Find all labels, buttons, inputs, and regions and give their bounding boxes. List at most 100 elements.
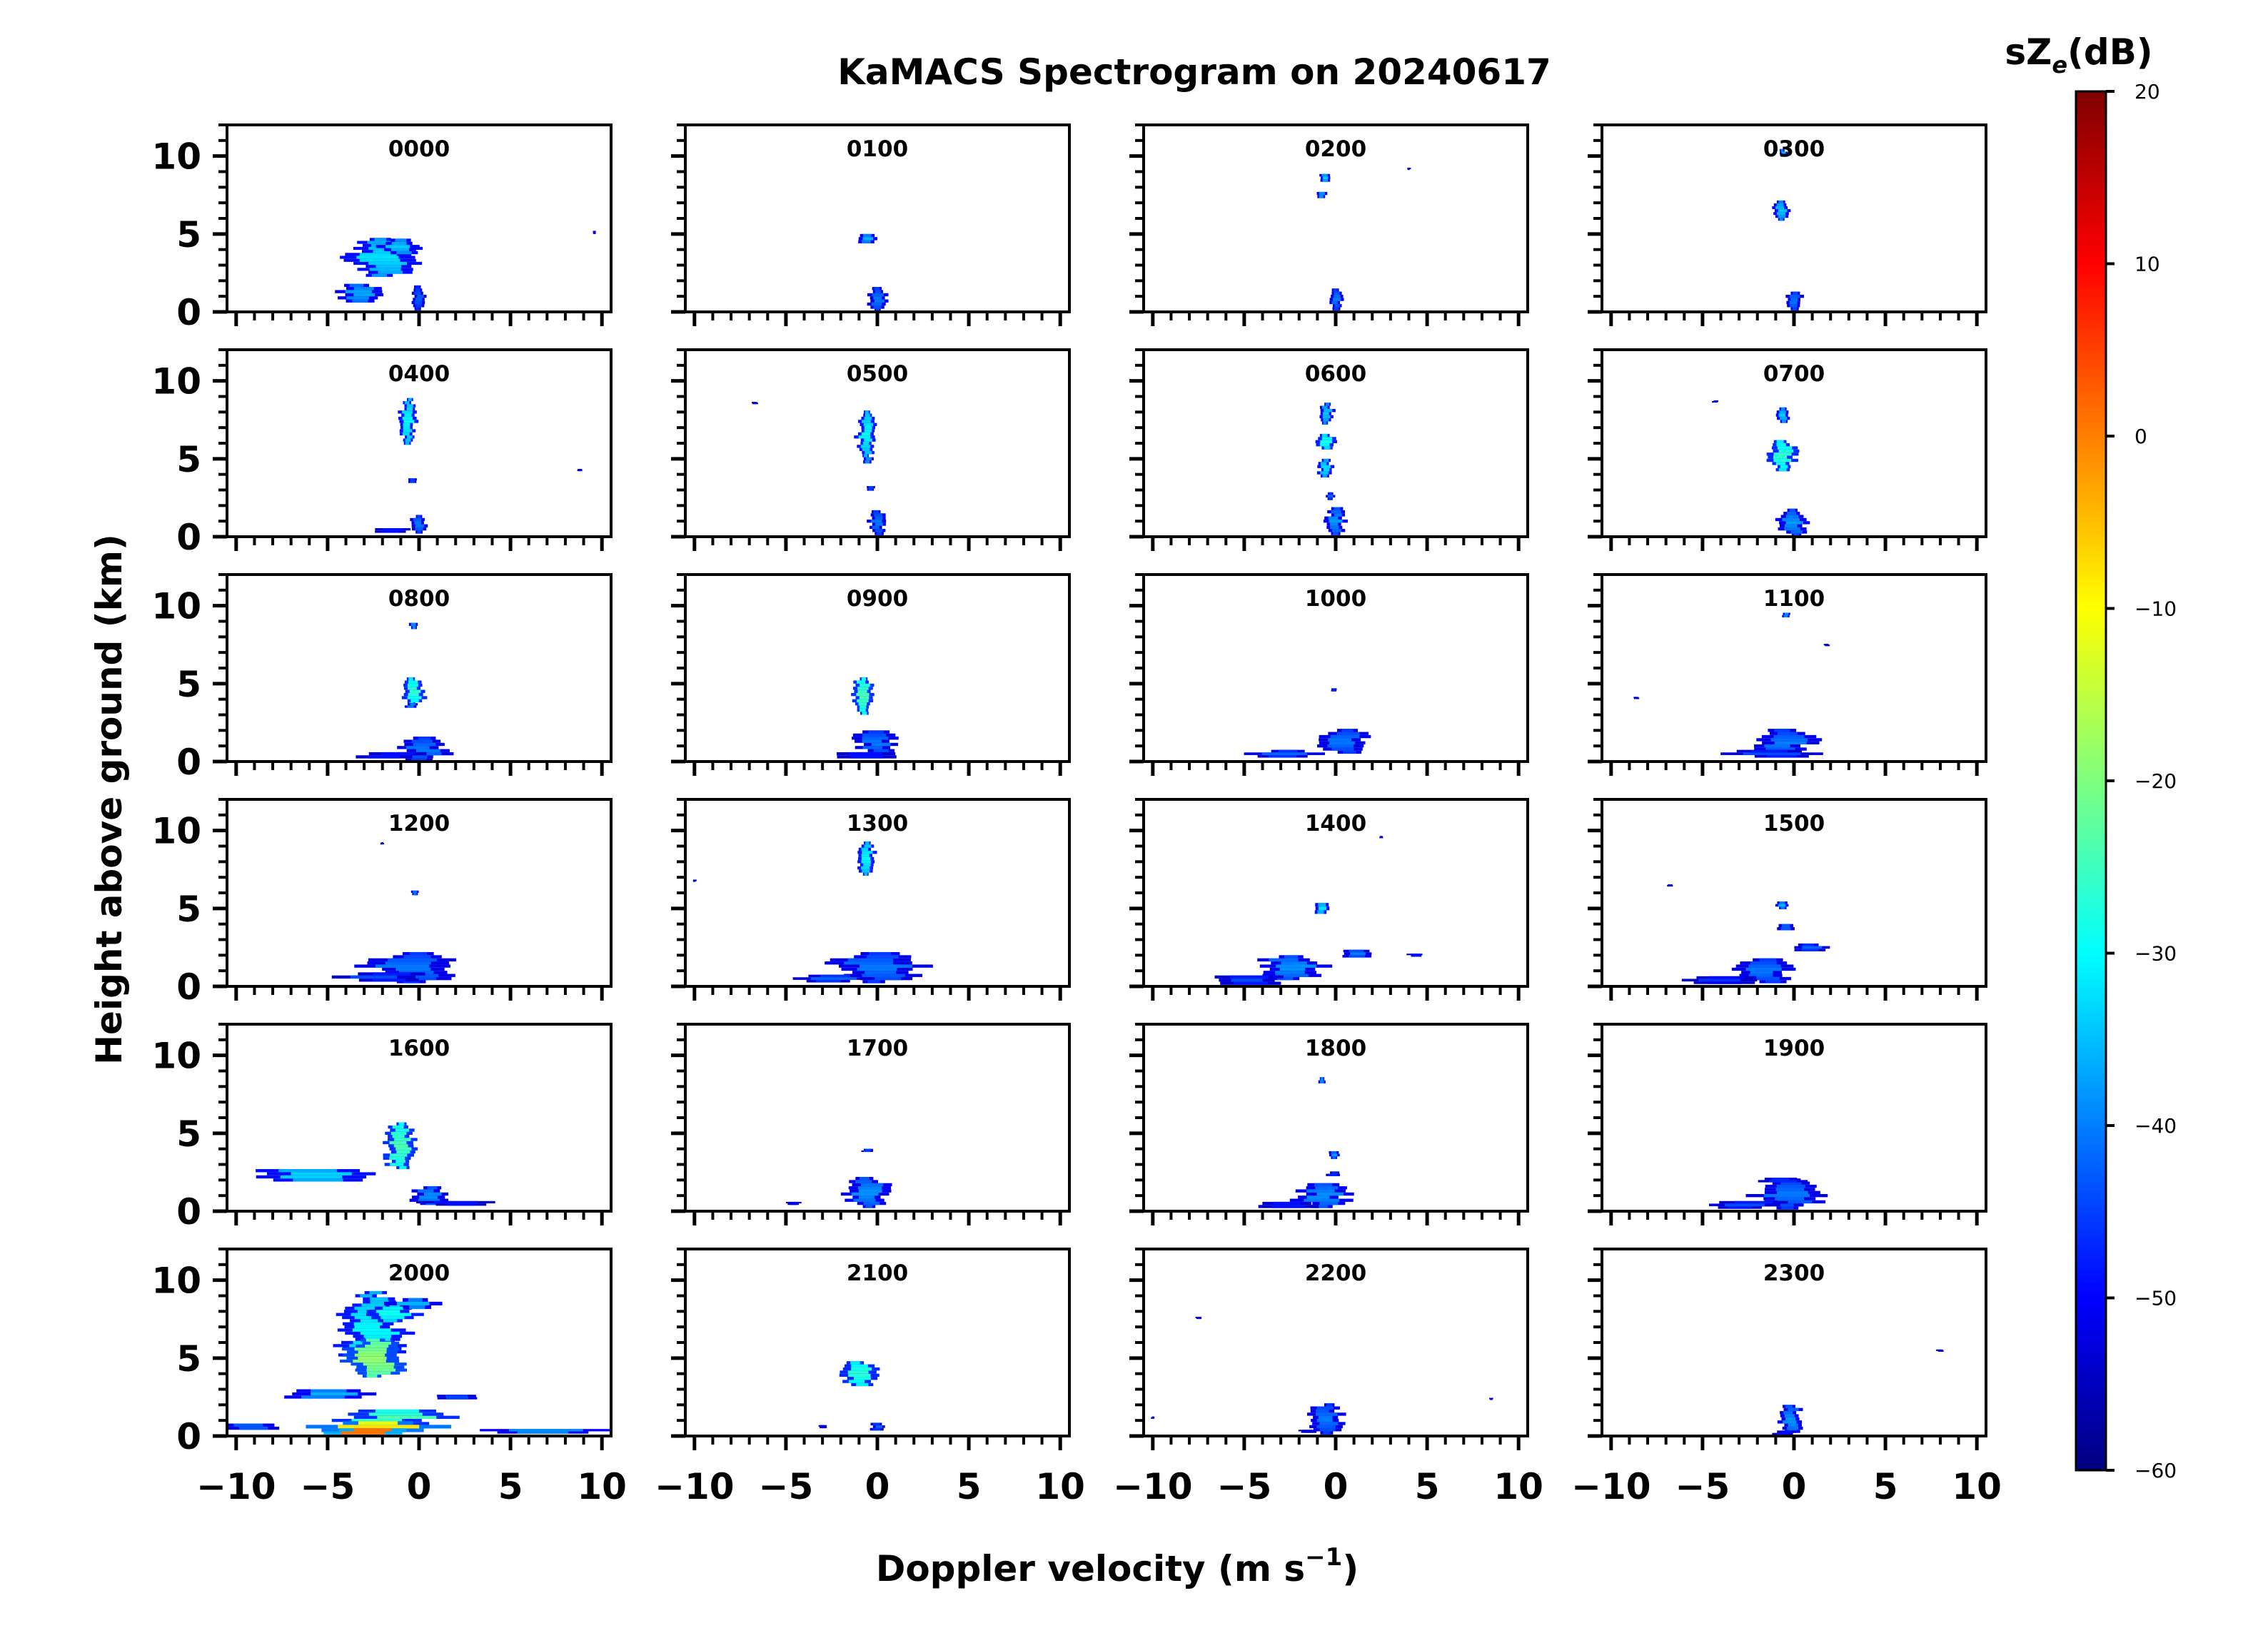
spectrogram-data: [356, 622, 454, 762]
echo-strip-core: [1825, 644, 1828, 646]
echo-strip-core: [1324, 408, 1333, 413]
echo-strip-core: [861, 974, 905, 977]
echo-strip-core: [405, 438, 411, 442]
echo-strip-core: [350, 975, 398, 979]
echo-strip-core: [862, 420, 871, 423]
echo-strip-core: [875, 290, 881, 293]
panel-hour-label: 0400: [388, 361, 450, 387]
echo-blob: [410, 515, 428, 534]
echo-strip-core: [373, 972, 410, 976]
echo-blob: [1289, 1183, 1354, 1208]
echo-blob: [1151, 1416, 1155, 1419]
echo-strip-core: [874, 287, 880, 290]
echo-strip-core: [1773, 458, 1792, 462]
echo-strip-core: [1803, 943, 1815, 946]
echo-strip-core: [408, 398, 412, 402]
echo-strip-core: [1778, 449, 1794, 453]
echo-strip-core: [861, 847, 869, 851]
panel-1100: 1100: [1588, 573, 1987, 776]
echo-strip-core: [820, 974, 851, 978]
spectrogram-data: [335, 231, 596, 310]
echo-strip-core: [376, 1310, 400, 1313]
echo-strip-core: [857, 699, 869, 703]
panel-0500: 0500: [671, 348, 1071, 551]
echo-strip-core: [1771, 1178, 1790, 1180]
panel-hour-label: 1000: [1305, 586, 1366, 612]
echo-strip-core: [1279, 749, 1298, 753]
echo-strip-core: [1801, 949, 1819, 951]
echo-blob: [1318, 1077, 1326, 1083]
spectrogram-data: [375, 398, 583, 534]
echo-strip-core: [1784, 524, 1798, 527]
panel-hour-label: 1900: [1763, 1036, 1825, 1061]
echo-strip-core: [1779, 218, 1783, 221]
echo-strip-core: [1634, 697, 1638, 699]
echo-strip-core: [864, 429, 872, 433]
echo-strip-core: [789, 1201, 798, 1204]
echo-strip-core: [354, 1348, 387, 1351]
echo-strip-core: [1774, 729, 1790, 732]
echo-strip-core: [847, 958, 894, 962]
echo-blob: [284, 1389, 377, 1399]
spectrogram-data: [858, 233, 889, 312]
echo-strip-core: [408, 677, 413, 681]
echo-strip-core: [387, 958, 437, 962]
echo-strip-core: [1320, 471, 1329, 475]
echo-strip-core: [1768, 1180, 1797, 1183]
echo-strip-core: [311, 1392, 358, 1396]
echo-strip-core: [1668, 885, 1672, 887]
echo-strip-core: [1323, 1431, 1331, 1435]
panel-0600: 0600: [1129, 348, 1529, 551]
echo-strip-core: [371, 273, 387, 277]
x-tick-label: 5: [957, 1466, 982, 1507]
echo-blob: [401, 677, 428, 706]
echo-blob: [411, 285, 427, 310]
echo-strip-core: [407, 705, 414, 708]
echo-strip-core: [380, 1315, 405, 1320]
colorbar-gradient: [2075, 90, 2107, 1472]
echo-blob: [1379, 836, 1384, 839]
panel-1700: 1700: [671, 1023, 1071, 1225]
echo-blob: [840, 1176, 892, 1208]
panel-hour-label: 0300: [1763, 136, 1825, 162]
echo-strip-core: [1328, 738, 1352, 742]
y-tick-label: 0: [176, 1191, 201, 1233]
echo-strip-core: [864, 872, 867, 876]
echo-strip-core: [402, 432, 410, 436]
echo-strip-core: [407, 687, 417, 690]
echo-strip-core: [1782, 924, 1790, 928]
echo-strip-core: [1197, 1318, 1201, 1320]
echo-blob: [1257, 955, 1333, 981]
echo-strip-core: [1776, 212, 1786, 216]
echo-strip-core: [402, 416, 413, 420]
echo-strip-core: [851, 1367, 872, 1371]
echo-blob: [1317, 729, 1371, 754]
echo-blob: [383, 1122, 418, 1170]
echo-strip-core: [391, 241, 407, 246]
echo-strip-core: [869, 951, 892, 956]
echo-strip-core: [861, 854, 870, 857]
echo-blob: [837, 752, 897, 759]
echo-strip-core: [1770, 738, 1808, 742]
echo-strip-core: [1789, 300, 1798, 305]
echo-strip-core: [375, 1409, 419, 1413]
echo-strip-core: [1776, 203, 1784, 207]
y-tick-label: 0: [176, 966, 201, 1008]
x-tick-label: 0: [1782, 1466, 1807, 1507]
echo-strip-core: [1349, 954, 1366, 958]
echo-blob: [870, 1422, 885, 1431]
echo-strip-core: [445, 1397, 469, 1400]
echo-strip-core: [1785, 1417, 1796, 1421]
echo-strip-core: [408, 680, 418, 684]
panel-hour-label: 1700: [847, 1036, 908, 1061]
echo-strip-core: [1773, 455, 1788, 459]
x-tick-label: −10: [1571, 1466, 1650, 1507]
echo-blob: [1406, 954, 1423, 957]
echo-blob: [1489, 1397, 1493, 1400]
echo-strip-core: [1319, 906, 1327, 911]
x-tick-label: −5: [301, 1466, 356, 1507]
echo-strip-core: [1314, 1183, 1333, 1187]
echo-blob: [1329, 288, 1344, 310]
echo-strip-core: [863, 423, 874, 426]
echo-strip-core: [377, 1415, 437, 1419]
